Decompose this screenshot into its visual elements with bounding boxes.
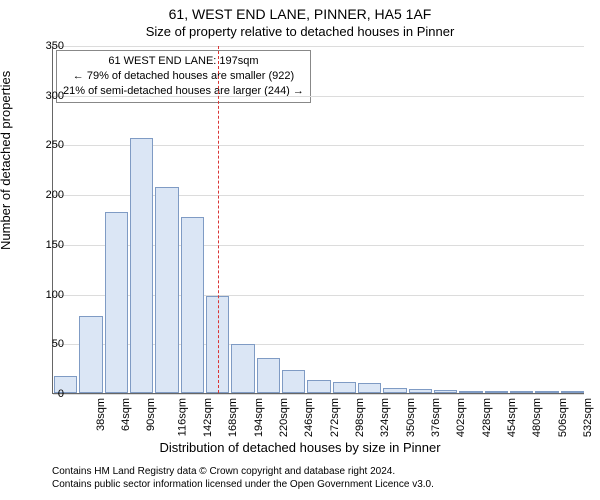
grid-line	[53, 394, 584, 395]
x-tick-label: 220sqm	[278, 398, 290, 437]
histogram-bar	[358, 383, 381, 393]
y-tick-label: 300	[46, 90, 64, 102]
y-tick-label: 250	[46, 139, 64, 151]
x-axis-label: Distribution of detached houses by size …	[0, 440, 600, 455]
y-tick-label: 350	[46, 40, 64, 52]
histogram-bar	[383, 388, 406, 393]
x-tick-label: 532sqm	[582, 398, 594, 437]
y-tick-label: 50	[52, 338, 64, 350]
histogram-bar	[155, 187, 178, 393]
histogram-bar	[409, 389, 432, 393]
histogram-bar	[257, 358, 280, 393]
x-tick-label: 90sqm	[145, 398, 157, 431]
histogram-bar	[485, 391, 508, 393]
x-tick-label: 272sqm	[329, 398, 341, 437]
histogram-bar	[231, 344, 254, 393]
chart-subtitle: Size of property relative to detached ho…	[0, 24, 600, 39]
x-tick-label: 168sqm	[227, 398, 239, 437]
x-tick-label: 116sqm	[176, 398, 188, 436]
chart-container: { "title": "61, WEST END LANE, PINNER, H…	[0, 0, 600, 500]
histogram-bar	[535, 391, 558, 393]
x-tick-label: 38sqm	[95, 398, 107, 431]
x-tick-label: 298sqm	[354, 398, 366, 437]
y-tick-label: 150	[46, 239, 64, 251]
histogram-bar	[333, 382, 356, 393]
histogram-bar	[434, 390, 457, 393]
x-tick-label: 376sqm	[430, 398, 442, 437]
histogram-bar	[510, 391, 533, 393]
grid-line	[53, 46, 584, 47]
histogram-bar	[561, 391, 584, 393]
histogram-bar	[307, 380, 330, 393]
plot-area	[52, 46, 584, 394]
footer-line2: Contains public sector information licen…	[52, 478, 434, 491]
y-tick-label: 0	[58, 388, 64, 400]
grid-line	[53, 96, 584, 97]
x-tick-label: 506sqm	[557, 398, 569, 437]
marker-line	[218, 46, 219, 393]
footer-line1: Contains HM Land Registry data © Crown c…	[52, 465, 434, 478]
x-tick-label: 324sqm	[379, 398, 391, 437]
chart-title: 61, WEST END LANE, PINNER, HA5 1AF	[0, 6, 600, 22]
x-tick-label: 428sqm	[481, 398, 493, 437]
x-tick-label: 480sqm	[531, 398, 543, 437]
x-tick-label: 142sqm	[202, 398, 214, 437]
y-tick-label: 200	[46, 189, 64, 201]
histogram-bar	[459, 391, 482, 393]
y-tick-label: 100	[46, 289, 64, 301]
y-axis-label: Number of detached properties	[0, 71, 13, 250]
x-tick-label: 246sqm	[303, 398, 315, 437]
histogram-bar	[130, 138, 153, 393]
x-tick-label: 194sqm	[253, 398, 265, 437]
histogram-bar	[181, 217, 204, 393]
histogram-bar	[79, 316, 102, 393]
histogram-bar	[282, 370, 305, 393]
histogram-bar	[105, 212, 128, 393]
x-tick-label: 402sqm	[455, 398, 467, 437]
footer-text: Contains HM Land Registry data © Crown c…	[52, 465, 434, 491]
x-tick-label: 454sqm	[506, 398, 518, 437]
x-tick-label: 350sqm	[405, 398, 417, 437]
x-tick-label: 64sqm	[120, 398, 132, 431]
